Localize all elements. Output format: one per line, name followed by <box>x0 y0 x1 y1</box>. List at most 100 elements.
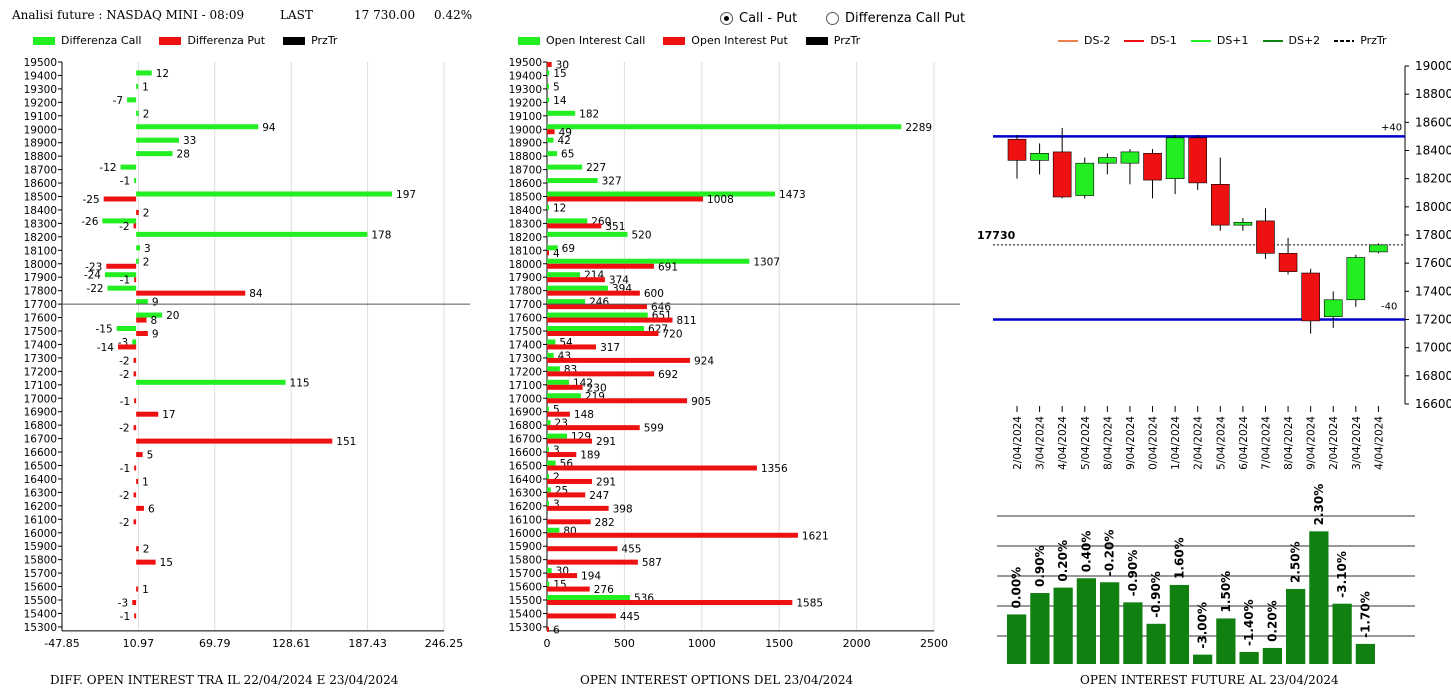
y-tick-label: 16600 <box>24 447 57 459</box>
call-bar <box>547 527 560 533</box>
call-bar <box>136 110 139 116</box>
bar-value-label: -2 <box>119 517 129 529</box>
y-tick-label: 18800 <box>24 151 57 163</box>
bar-value-label: 2289 <box>905 122 932 134</box>
bar-value-label: 197 <box>396 189 416 201</box>
bar-value-label: 12 <box>156 68 169 80</box>
y-tick-label: 16800 <box>1415 369 1451 383</box>
bar-value-label: 9 <box>152 297 159 309</box>
put-bar <box>136 317 147 323</box>
y-tick-label: 19500 <box>24 57 57 69</box>
bar-value-label: 445 <box>620 611 640 623</box>
candle-body <box>1143 153 1162 181</box>
put-bar <box>547 519 591 525</box>
call-bar <box>547 473 549 479</box>
bar-value-label: -1 <box>120 176 130 188</box>
put-bar <box>133 357 137 363</box>
bar-value-label: 600 <box>644 288 664 300</box>
bar-value-label: 3 <box>144 243 151 255</box>
x-tick-label: 17/04/2024 <box>1260 416 1272 470</box>
bar-value-label: 587 <box>642 557 662 569</box>
y-tick-label: 18900 <box>24 138 57 150</box>
call-bar <box>136 137 180 143</box>
call-bar <box>547 204 549 210</box>
bar-value-label: 374 <box>609 275 629 287</box>
y-tick-label: 16700 <box>24 434 57 446</box>
caption-future: OPEN INTEREST FUTURE AL 23/04/2024 <box>1080 673 1339 687</box>
x-tick-label: 04/04/2024 <box>1057 416 1069 470</box>
diff-chart: -47.85 10.97 69.79 128.61 187.43 246.25195001… <box>24 57 470 650</box>
legend-swatch <box>663 36 686 45</box>
future-bar-label: 1.50% <box>1219 571 1233 613</box>
x-tick-label: 1000 <box>688 637 716 650</box>
y-tick-label: 15300 <box>509 622 542 634</box>
future-bar-label: -0.90% <box>1126 550 1140 597</box>
put-bar <box>133 425 137 431</box>
call-bar <box>547 581 550 587</box>
y-tick-label: 15800 <box>509 555 542 567</box>
y-tick-label: 17200 <box>1415 313 1451 327</box>
bar-value-label: 2 <box>553 471 560 483</box>
bar-value-label: 3 <box>553 498 560 510</box>
y-tick-label: 17100 <box>509 380 542 392</box>
bar-value-label: 94 <box>262 122 276 134</box>
bar-value-label: 811 <box>677 315 697 327</box>
put-bar <box>117 344 137 350</box>
bar-value-label: 1621 <box>802 530 829 542</box>
y-tick-label: 18200 <box>1415 172 1451 186</box>
bar-value-label: -3 <box>118 337 128 349</box>
candle-body <box>1256 220 1275 254</box>
put-bar <box>547 626 549 632</box>
legend-label: DS+2 <box>1288 34 1321 47</box>
y-tick-label: 15700 <box>509 568 542 580</box>
x-tick-label: 10/04/2024 <box>1148 416 1160 470</box>
bar-value-label: -1 <box>120 396 130 408</box>
put-bar <box>547 600 793 605</box>
last-price-label: 17730 <box>977 229 1016 242</box>
radio-diff-call-put[interactable]: Differenza Call Put <box>826 11 965 26</box>
put-bar <box>136 209 139 215</box>
put-bar <box>133 492 137 498</box>
y-tick-label: 15900 <box>24 541 57 553</box>
call-bar <box>547 258 750 264</box>
put-bar <box>133 519 137 525</box>
bar-value-label: 291 <box>596 436 616 448</box>
radio-call-put[interactable]: Call - Put <box>720 11 797 26</box>
bar-value-label: 5 <box>553 81 560 93</box>
y-tick-label: 16900 <box>509 407 542 419</box>
y-tick-label: 18600 <box>24 178 57 190</box>
x-tick-label: 10.97 <box>123 637 155 650</box>
legend-swatch <box>1058 39 1078 42</box>
y-tick-label: 19200 <box>509 97 542 109</box>
bar-value-label: 33 <box>183 135 196 147</box>
legend-label: DS-1 <box>1150 34 1177 47</box>
call-bar <box>116 326 137 331</box>
bar-value-label: -12 <box>99 162 116 174</box>
call-bar <box>136 299 148 305</box>
x-tick-label: 12/04/2024 <box>1193 416 1205 470</box>
bar-value-label: 65 <box>561 149 574 161</box>
call-bar <box>136 70 152 76</box>
put-bar <box>136 290 246 296</box>
bar-value-label: 3 <box>553 445 560 457</box>
call-bar <box>547 500 549 506</box>
candle-body <box>1188 137 1208 184</box>
y-tick-label: 18600 <box>1415 115 1451 129</box>
level-label: +40 <box>1381 122 1402 133</box>
y-tick-label: 17100 <box>24 380 57 392</box>
bar-value-label: -24 <box>84 270 101 282</box>
x-tick-label: 2000 <box>843 637 871 650</box>
y-tick-label: 16400 <box>24 474 57 486</box>
y-tick-label: 19100 <box>24 111 57 123</box>
put-bar <box>133 371 137 377</box>
caption-oi: OPEN INTEREST OPTIONS DEL 23/04/2024 <box>580 673 854 687</box>
bar-value-label: 42 <box>558 135 571 147</box>
candle-body <box>1369 244 1388 253</box>
put-bar <box>136 452 143 458</box>
bar-value-label: 905 <box>691 396 711 408</box>
bar-value-label: -14 <box>97 342 114 354</box>
y-tick-label: 17700 <box>24 299 57 311</box>
candle-body <box>1346 257 1366 301</box>
y-tick-label: 16200 <box>509 501 542 513</box>
future-bar-label: 0.20% <box>1265 600 1279 642</box>
